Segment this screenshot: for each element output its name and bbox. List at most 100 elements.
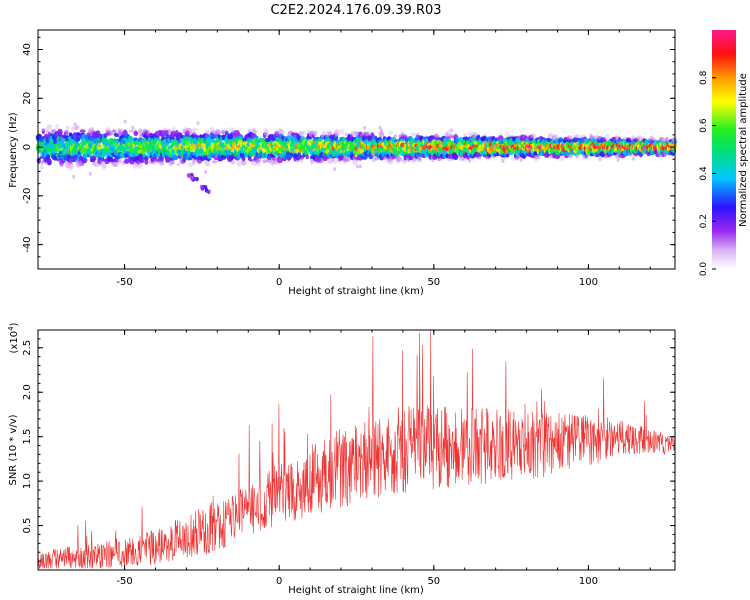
spectrogram-cell xyxy=(467,132,472,138)
spectrogram-cell xyxy=(76,132,80,136)
spectrogram-cell xyxy=(604,133,611,141)
snr-x-tick-label: 50 xyxy=(427,576,440,587)
spectrogram-cell xyxy=(46,125,53,130)
spectrogram-cell xyxy=(328,130,332,136)
spectrogram-cell xyxy=(388,131,394,135)
spectrogram-cell xyxy=(143,147,147,152)
spectrogram-cell xyxy=(333,167,336,172)
spectrogram-cell xyxy=(264,131,269,136)
spectrogram-cell xyxy=(188,162,193,167)
spectrogram-cell xyxy=(144,156,149,161)
spectrogram-cell xyxy=(112,129,117,133)
spectrogram-cell xyxy=(200,186,205,191)
spectrogram-cell xyxy=(234,130,240,136)
colorbar-ticks: 0.0 0.2 0.4 0.6 0.8 xyxy=(699,70,716,276)
spectrogram-cell xyxy=(191,162,196,166)
spectrogram-y-tick-label: 20 xyxy=(22,92,33,105)
spectrogram-cell xyxy=(196,121,200,126)
spectrogram-cell xyxy=(214,154,218,159)
spectrogram-cell xyxy=(65,130,70,136)
spectrogram-cell xyxy=(266,157,273,163)
spectrogram-cell xyxy=(123,119,127,124)
spectrogram-cell xyxy=(124,158,130,164)
snr-y-tick-label: 0.5 xyxy=(22,518,33,534)
spectrogram-cell xyxy=(252,130,259,134)
spectrogram-cell xyxy=(298,158,304,163)
spectrogram-cell xyxy=(262,159,268,164)
spectrogram-cell xyxy=(305,154,309,160)
spectrogram-cell xyxy=(81,157,88,164)
spectrogram-cell xyxy=(248,156,252,161)
spectrogram-cell xyxy=(39,165,44,171)
spectrogram-cell xyxy=(138,161,143,169)
spectrogram-cell xyxy=(95,130,101,136)
spectrogram-panel: -50 0 50 100 -40 -20 0 20 40 Height of straight … xyxy=(8,29,678,297)
spectrogram-cell xyxy=(57,128,63,136)
spectrogram-x-tick-label: 0 xyxy=(276,277,282,288)
snr-panel: -50 0 50 100 0.5 1.0 1.5 2.0 2.5 Height of strai… xyxy=(7,322,676,596)
spectrogram-cell xyxy=(51,129,57,133)
spectrogram-x-label: Height of straight line (km) xyxy=(288,286,424,297)
spectrogram-cell xyxy=(515,155,521,159)
spectrogram-cell xyxy=(334,133,341,137)
spectrogram-cell xyxy=(598,157,602,162)
spectrogram-cell xyxy=(463,133,467,138)
spectrogram-cell xyxy=(671,136,678,143)
spectrogram-cell xyxy=(133,130,139,136)
spectrogram-x-tick-label: 100 xyxy=(579,277,598,288)
spectrogram-cell xyxy=(204,135,210,139)
spectrogram-cell xyxy=(358,164,362,169)
spectrogram-cell xyxy=(345,156,352,162)
spectrogram-cell xyxy=(525,138,529,143)
spectrogram-cell xyxy=(344,132,349,136)
snr-scale-label: (x104) xyxy=(7,322,20,353)
spectrogram-y-tick-label: 40 xyxy=(22,43,33,56)
spectrogram-cell xyxy=(185,127,192,135)
spectrogram-cell xyxy=(663,153,667,158)
chart-title: C2E2.2024.176.09.39.R03 xyxy=(270,3,441,18)
spectrogram-cell xyxy=(288,130,293,134)
spectrogram-cell xyxy=(333,136,339,141)
spectrogram-cell xyxy=(410,132,417,137)
spectrogram-cell xyxy=(378,131,385,138)
spectrogram-cell xyxy=(397,156,403,162)
spectrogram-y-tick-label: -20 xyxy=(22,188,33,204)
spectrogram-cell xyxy=(530,133,537,139)
spectrogram-cell xyxy=(67,164,74,171)
spectrogram-cell xyxy=(172,155,179,161)
spectrogram-frame xyxy=(37,29,676,270)
spectrogram-cell xyxy=(55,123,59,130)
spectrogram-cell xyxy=(39,156,45,159)
spectrogram-cell xyxy=(236,159,242,167)
spectrogram-cell xyxy=(534,155,541,160)
colorbar-tick-label: 0.2 xyxy=(699,214,709,228)
spectrogram-cell xyxy=(313,131,317,136)
spectrogram-cell xyxy=(176,163,181,166)
snr-x-tick-label: -50 xyxy=(116,576,132,587)
spectrogram-y-tick-label: -40 xyxy=(22,236,33,252)
spectrogram-cell xyxy=(363,125,367,130)
spectrogram-x-tick-label: -50 xyxy=(116,277,132,288)
colorbar-tick-label: 0.0 xyxy=(699,262,709,277)
spectrogram-cell xyxy=(278,129,285,136)
spectrogram-cell xyxy=(652,138,657,141)
spectrogram-cell xyxy=(334,128,341,135)
spectrogram-cell xyxy=(211,160,218,164)
spectrogram-cell xyxy=(256,161,261,167)
colorbar: 0.0 0.2 0.4 0.6 0.8 Normalized spectral ampl… xyxy=(699,30,749,276)
spectrogram-cell xyxy=(184,136,191,141)
spectrogram-axes: -50 0 50 100 -40 -20 0 20 40 xyxy=(22,30,675,288)
snr-frame xyxy=(37,329,676,571)
spectrogram-cell xyxy=(138,128,143,133)
spectrogram-cell xyxy=(66,125,70,130)
spectrogram-cell xyxy=(88,171,92,176)
colorbar-label: Normalized spectral amplitude xyxy=(738,73,749,227)
spectrogram-cell xyxy=(453,153,459,161)
spectrogram-cell xyxy=(144,159,149,165)
spectrogram-cell xyxy=(195,176,199,182)
spectrogram-cell xyxy=(616,158,620,162)
spectrogram-cell xyxy=(221,129,226,135)
spectrogram-cell xyxy=(75,136,81,142)
snr-x-label: Height of straight line (km) xyxy=(288,585,424,596)
